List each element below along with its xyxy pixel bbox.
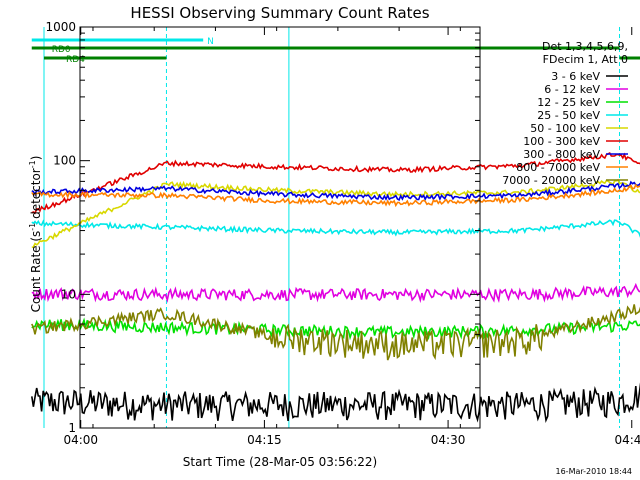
legend-header: FDecim 1, Att 0 (543, 53, 628, 66)
y-axis-label-exponent-2: -1 (28, 160, 37, 168)
y-axis-label-text: Count Rate (s (29, 231, 43, 313)
series-line (31, 178, 640, 249)
y-tick-label: 1000 (45, 20, 76, 34)
y-tick-label: 1 (68, 421, 76, 435)
y-tick-label: 10 (61, 287, 76, 301)
series-line (31, 382, 640, 423)
legend-entry-label: 25 - 50 keV (537, 109, 600, 122)
plot-frame (79, 26, 481, 429)
plot-area: NRD0RD404:0004:1504:3004:4505:0005:1505:… (31, 20, 640, 447)
series-line (31, 304, 640, 361)
legend-entry-label: 12 - 25 keV (537, 96, 600, 109)
flag-label-rd4: RD4 (66, 55, 85, 65)
series-line (31, 152, 640, 215)
y-axis-label-exponent-1: -1 (28, 223, 37, 231)
legend-entry-label: 6 - 12 keV (544, 83, 600, 96)
legend-entry-label: 50 - 100 keV (530, 122, 600, 135)
legend: Det 1,3,4,5,6,9,FDecim 1, Att 0 3 - 6 keV… (502, 40, 628, 187)
x-axis-label: Start Time (28-Mar-05 03:56:22) (183, 455, 377, 469)
y-axis-label-close: ) (29, 156, 43, 161)
series-line (31, 180, 640, 202)
series-line (31, 183, 640, 208)
x-tick-label: 04:30 (431, 433, 466, 447)
x-tick-label: 04:45 (614, 433, 640, 447)
legend-entry-label: 3 - 6 keV (551, 70, 600, 83)
series-line (31, 219, 640, 238)
flag-label-n: N (207, 37, 214, 47)
y-tick-label: 100 (53, 154, 76, 168)
series-line (31, 282, 640, 304)
legend-entry-label: 800 - 7000 keV (516, 161, 600, 174)
legend-entry-label: 300 - 800 keV (523, 148, 600, 161)
legend-entry-label: 100 - 300 keV (523, 135, 600, 148)
y-axis-label-unit: detector (29, 168, 43, 223)
flag-label-rd0: RD0 (52, 45, 71, 55)
chart-title: HESSI Observing Summary Count Rates (130, 4, 429, 22)
x-tick-label: 04:00 (63, 433, 98, 447)
y-axis-label: Count Rate (s-1 detector-1) (28, 156, 43, 313)
x-tick-label: 04:15 (247, 433, 282, 447)
footer-timestamp: 16-Mar-2010 18:44 (556, 467, 633, 476)
legend-header: Det 1,3,4,5,6,9, (542, 40, 628, 53)
legend-entry-label: 7000 - 20000 keV (502, 174, 600, 187)
